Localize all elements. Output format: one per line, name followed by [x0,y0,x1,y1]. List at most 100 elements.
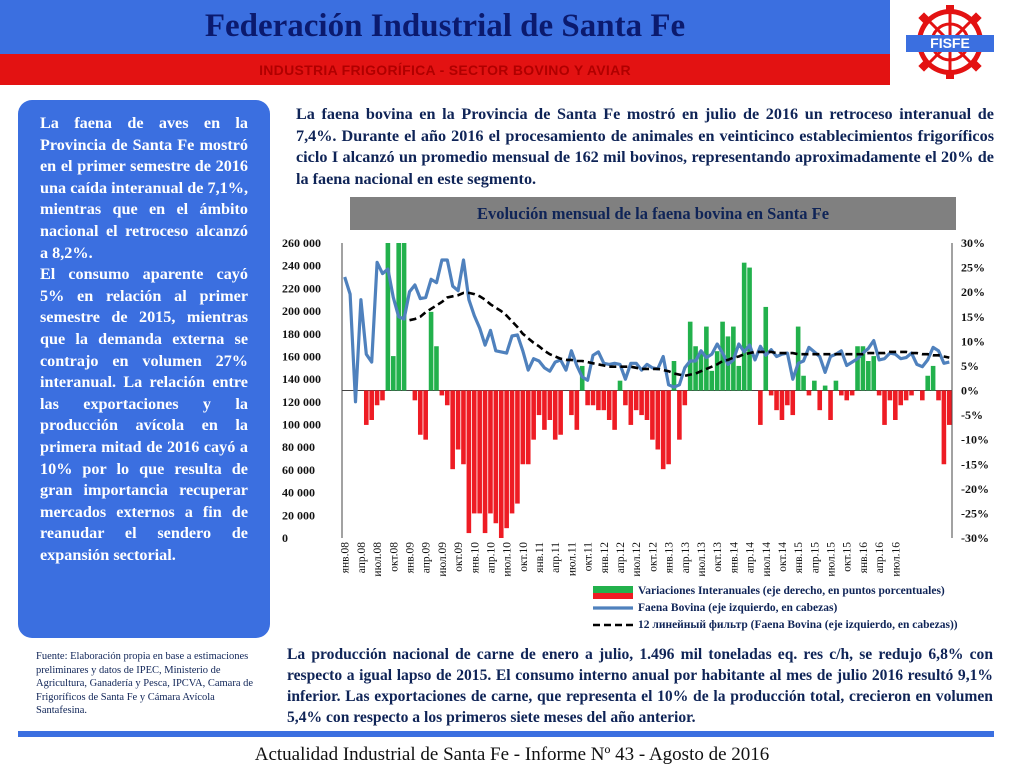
bar [871,356,877,391]
y-left-tick-label: 180 000 [282,327,321,341]
bar [590,390,596,406]
bar [471,390,477,514]
bar [941,390,947,465]
x-tick-label: июл.15 [826,542,838,577]
bar [412,390,418,401]
bar [844,390,850,401]
x-tick-label: окт.10 [518,542,530,572]
bar [876,390,882,396]
x-tick-label: апр.16 [874,542,886,573]
y-left-tick-label: 0 [282,531,288,545]
bar [569,390,574,416]
bar [893,390,898,420]
x-tick-label: янв.16 [858,542,870,573]
bar [525,390,531,465]
y-left-tick-label: 220 000 [282,281,321,295]
bar [666,390,671,465]
bar [709,370,715,391]
bar [855,346,860,391]
y-right-tick-label: 20% [961,285,985,299]
bar [866,361,871,391]
x-tick-label: апр.14 [745,542,757,573]
bar [617,380,623,391]
x-tick-label: апр.11 [550,542,562,573]
y-right-tick-label: -30% [961,531,989,545]
bar [790,390,796,416]
bar [601,390,607,411]
bar [839,390,844,396]
x-tick-label: апр.12 [615,542,627,573]
bar [363,390,369,425]
y-right-tick-label: -20% [961,482,989,496]
y-right-tick-label: 25% [961,261,985,275]
source-note: Fuente: Elaboración propia en base a est… [36,651,254,717]
bar [687,321,693,391]
bar [693,346,698,391]
y-right-tick-label: -5% [961,408,983,422]
bar [763,306,769,391]
faena-line [343,258,950,404]
bar [369,390,374,420]
x-tick-label: апр.15 [809,542,821,573]
x-tick-label: окт.09 [453,542,465,572]
bar [812,380,817,391]
subheader-band [0,54,890,85]
y-right-tick-label: -25% [961,506,989,520]
x-tick-label: июл.14 [761,542,773,577]
bar [515,390,520,504]
bar [385,243,391,391]
footer-text: Actualidad Industrial de Santa Fe - Info… [254,744,770,765]
bar [423,390,428,440]
bar [671,361,677,391]
chart-title: Evolución mensual de la faena bovina en … [476,204,830,223]
bar [390,356,396,391]
bar [493,390,499,524]
bar [828,390,833,420]
bar [768,390,774,396]
bar [947,390,952,425]
bar [417,390,423,435]
intro-paragraph: La faena bovina en la Provincia de Santa… [296,105,994,188]
x-tick-label: окт.13 [712,542,724,572]
y-right-tick-label: -15% [961,457,989,471]
x-tick-label: июл.12 [631,542,643,577]
bar [882,390,887,425]
x-tick-label: окт.15 [842,542,854,572]
y-left-tick-label: 40 000 [282,486,315,500]
footer-rule [18,731,994,737]
bar [380,390,385,401]
trend-line [409,291,950,378]
bar [498,390,504,538]
bar [898,390,904,406]
bar [542,390,547,430]
bar [925,375,931,391]
bar [531,390,536,440]
bar [655,390,661,450]
logo-text: FISFE [930,35,970,51]
bar [747,267,752,391]
bar [488,390,493,514]
x-tick-label: янв.09 [405,542,417,573]
bar [909,390,914,396]
y-right-tick-label: 30% [961,236,985,250]
x-tick-label: июл.09 [437,542,449,577]
bar [439,390,445,396]
bar [606,390,612,420]
bar [520,390,526,465]
y-left-tick-label: 100 000 [282,418,321,432]
x-tick-label: янв.15 [793,542,805,573]
bar [801,375,806,391]
bottom-paragraph: La producción nacional de carne de enero… [287,646,993,726]
bar [930,365,936,391]
x-tick-label: июл.10 [502,542,514,577]
x-tick-label: июл.08 [372,542,384,577]
legend-swatch-bar-negative [593,593,633,599]
bar [785,390,790,406]
bar [547,390,553,420]
x-tick-label: июл.11 [566,542,578,576]
bar [903,390,909,401]
x-tick-label: окт.12 [647,542,659,572]
x-tick-label: янв.13 [664,542,676,573]
bar [795,326,801,391]
x-tick-label: янв.11 [534,542,546,573]
